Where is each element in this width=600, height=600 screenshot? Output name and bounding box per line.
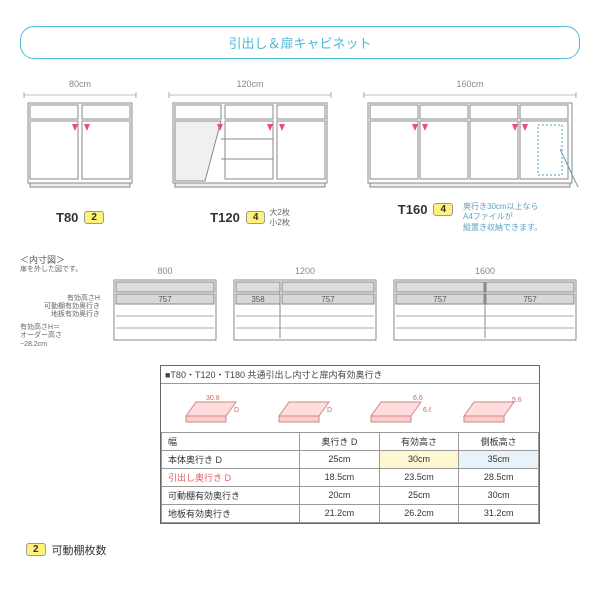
shelf-note: 地板有効奥行き	[20, 311, 100, 319]
height-note: 有効高さH＝ オーダー高さ −28.2cm	[20, 324, 100, 349]
drawer-diagrams: 30.8 D D 6.66.6 5.6	[161, 384, 539, 432]
inner-t160: 1600 757 757	[390, 266, 580, 349]
note: 大2枚 小2枚	[269, 208, 289, 227]
svg-text:5.6: 5.6	[512, 397, 522, 404]
a4-note: 奥行き30cm以上なら A4ファイルが 縦置き収納できます。	[463, 202, 542, 233]
svg-text:757: 757	[433, 295, 447, 304]
cabinet-t80-svg	[20, 89, 140, 189]
label-t120: T120 4 大2枚 小2枚	[165, 202, 335, 233]
svg-text:6.6: 6.6	[413, 395, 423, 402]
label-t80: T80 2	[20, 202, 140, 233]
inner-notes: ＜内寸図＞ 扉を外した図です。 有効高さH 可動棚有効奥行き 地板有効奥行き 有…	[20, 253, 100, 349]
svg-text:30.8: 30.8	[206, 395, 220, 402]
spec-block: ■T80・T120・T180 共通引出し内寸と扉内有効奥行き 30.8 D D 6…	[160, 365, 540, 524]
inner-t120: 1200 358 757	[230, 266, 380, 349]
inner-sublabel: 扉を外した図です。	[20, 266, 100, 274]
table-row: 本体奥行き D 25cm 30cm 35cm	[162, 450, 539, 468]
cabinet-diagrams: 80cm 120cm	[20, 79, 580, 192]
svg-text:757: 757	[158, 295, 172, 304]
inner-t80: 800 757	[110, 266, 220, 349]
svg-text:757: 757	[523, 295, 537, 304]
svg-text:358: 358	[251, 295, 265, 304]
cabinet-labels: T80 2 T120 4 大2枚 小2枚 T160 4 奥行き30cm以上なら …	[20, 202, 580, 233]
inner-dimensions: ＜内寸図＞ 扉を外した図です。 有効高さH 可動棚有効奥行き 地板有効奥行き 有…	[20, 253, 580, 349]
svg-text:6.6: 6.6	[423, 407, 431, 414]
section-title: 引出し＆扉キャビネット	[20, 26, 580, 59]
table-row: 可動棚有効奥行き 20cm 25cm 30cm	[162, 486, 539, 504]
dim-width: 120cm	[165, 79, 335, 89]
cabinet-t80: 80cm	[20, 79, 140, 192]
shelf-note: 有効高さH	[20, 295, 100, 303]
label-t160: T160 4 奥行き30cm以上なら A4ファイルが 縦置き収納できます。	[360, 202, 580, 233]
dim: 1600	[390, 266, 580, 276]
shelf-badge: 4	[246, 211, 266, 224]
spec-table: 幅 奥行き D 有効高さ 側板高さ 本体奥行き D 25cm 30cm 35cm…	[161, 432, 539, 523]
spec-title: ■T80・T120・T180 共通引出し内寸と扉内有効奥行き	[161, 366, 539, 384]
table-header: 幅 奥行き D 有効高さ 側板高さ	[162, 432, 539, 450]
shelf-badge: 4	[433, 203, 453, 216]
shelf-badge: 2	[84, 211, 104, 224]
cabinet-t120-svg	[165, 89, 335, 189]
legend-label: 可動棚枚数	[52, 542, 107, 558]
table-row: 引出し奥行き D 18.5cm 23.5cm 28.5cm	[162, 468, 539, 486]
table-row: 地板有効奥行き 21.2cm 26.2cm 31.2cm	[162, 504, 539, 522]
inner-label: ＜内寸図＞	[20, 253, 100, 266]
svg-text:757: 757	[321, 295, 335, 304]
legend: 2 可動棚枚数	[20, 542, 580, 558]
cabinet-t160-svg	[360, 89, 580, 189]
cabinet-t120: 120cm	[165, 79, 335, 192]
dim: 800	[110, 266, 220, 276]
cabinet-t160: 160cm	[360, 79, 580, 192]
dim-width: 160cm	[360, 79, 580, 89]
dim-width: 80cm	[20, 79, 140, 89]
svg-text:D: D	[327, 407, 332, 414]
svg-text:D: D	[234, 407, 239, 414]
dim: 1200	[230, 266, 380, 276]
shelf-badge: 2	[26, 543, 46, 556]
